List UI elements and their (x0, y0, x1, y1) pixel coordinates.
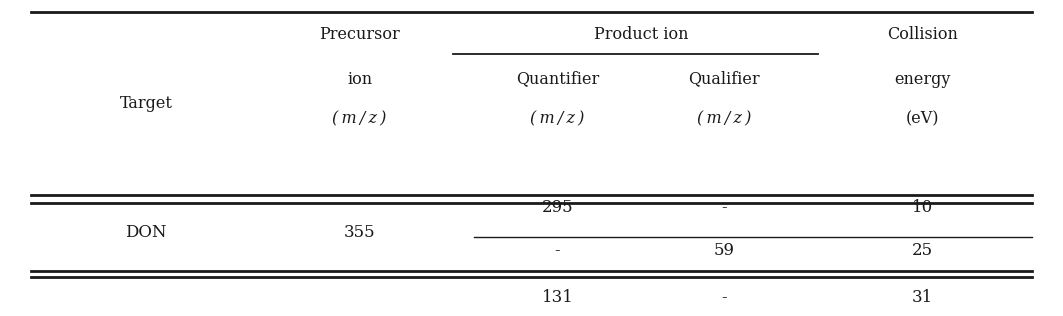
Text: DON: DON (125, 224, 167, 241)
Text: 131: 131 (542, 289, 573, 306)
Text: -: - (555, 242, 560, 259)
Text: ( m / z ): ( m / z ) (333, 111, 387, 128)
Text: -: - (722, 199, 727, 216)
Text: 295: 295 (542, 199, 573, 216)
Text: Quantifier: Quantifier (516, 70, 600, 88)
Text: 25: 25 (912, 242, 932, 259)
Text: Precursor: Precursor (319, 26, 400, 43)
Text: (eV): (eV) (906, 111, 939, 128)
Text: 10: 10 (912, 199, 932, 216)
Text: ion: ion (347, 70, 372, 88)
Text: 59: 59 (713, 242, 735, 259)
Text: Collision: Collision (887, 26, 958, 43)
Text: Target: Target (120, 95, 172, 112)
Text: ( m / z ): ( m / z ) (530, 111, 585, 128)
Text: energy: energy (894, 70, 950, 88)
Text: 31: 31 (912, 289, 932, 306)
Text: Product ion: Product ion (593, 26, 688, 43)
Text: Qualifier: Qualifier (689, 70, 760, 88)
Text: 355: 355 (343, 224, 375, 241)
Text: -: - (722, 289, 727, 306)
Text: ( m / z ): ( m / z ) (697, 111, 752, 128)
